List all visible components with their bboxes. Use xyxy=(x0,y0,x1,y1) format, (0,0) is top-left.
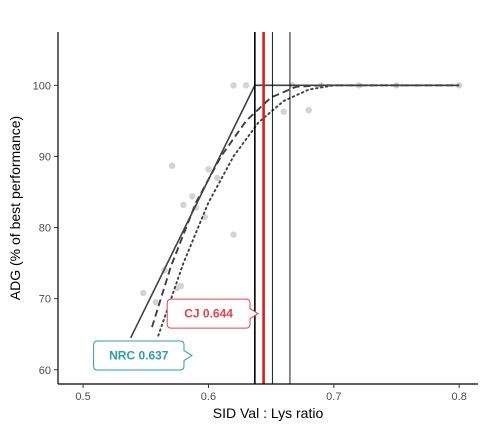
annotation-label: CJ 0.644 xyxy=(184,307,233,321)
data-point xyxy=(201,213,208,221)
data-point xyxy=(188,193,196,200)
x-axis-ticks: 0.5 0.6 0.7 0.8 xyxy=(75,384,467,403)
data-point xyxy=(140,289,147,297)
data-point xyxy=(242,82,250,89)
annotation-label: NRC 0.637 xyxy=(109,349,169,363)
y-tick-label: 60 xyxy=(39,365,51,377)
y-axis-title: ADG (% of best performance) xyxy=(7,116,23,300)
annotations: CJ 0.644 NRC 0.637 xyxy=(93,298,259,371)
y-axis-ticks: 60 70 80 90 100 xyxy=(33,80,58,377)
x-tick-label: 0.8 xyxy=(452,391,467,403)
x-tick-label: 0.7 xyxy=(326,391,341,403)
data-point xyxy=(205,166,212,173)
x-tick-label: 0.6 xyxy=(201,391,216,403)
y-tick-label: 70 xyxy=(39,294,51,306)
x-tick-label: 0.5 xyxy=(75,391,90,403)
y-tick-label: 90 xyxy=(39,151,51,163)
dotted-curve-fit xyxy=(157,84,461,337)
data-point xyxy=(152,299,159,306)
breakpoint-lines xyxy=(254,32,291,384)
axes xyxy=(57,32,478,385)
data-point xyxy=(177,282,185,290)
data-point xyxy=(230,82,237,89)
data-point xyxy=(305,107,312,114)
data-points xyxy=(140,82,463,306)
x-axis-title: SID Val : Lys ratio xyxy=(213,405,324,421)
data-point xyxy=(214,174,221,181)
y-tick-label: 100 xyxy=(33,80,51,92)
y-tick-label: 80 xyxy=(39,223,51,235)
annotation-box xyxy=(166,298,259,329)
data-point xyxy=(230,231,237,238)
annotation-box xyxy=(93,340,193,371)
data-point xyxy=(280,108,287,115)
data-point xyxy=(180,201,187,208)
data-point xyxy=(168,162,176,169)
